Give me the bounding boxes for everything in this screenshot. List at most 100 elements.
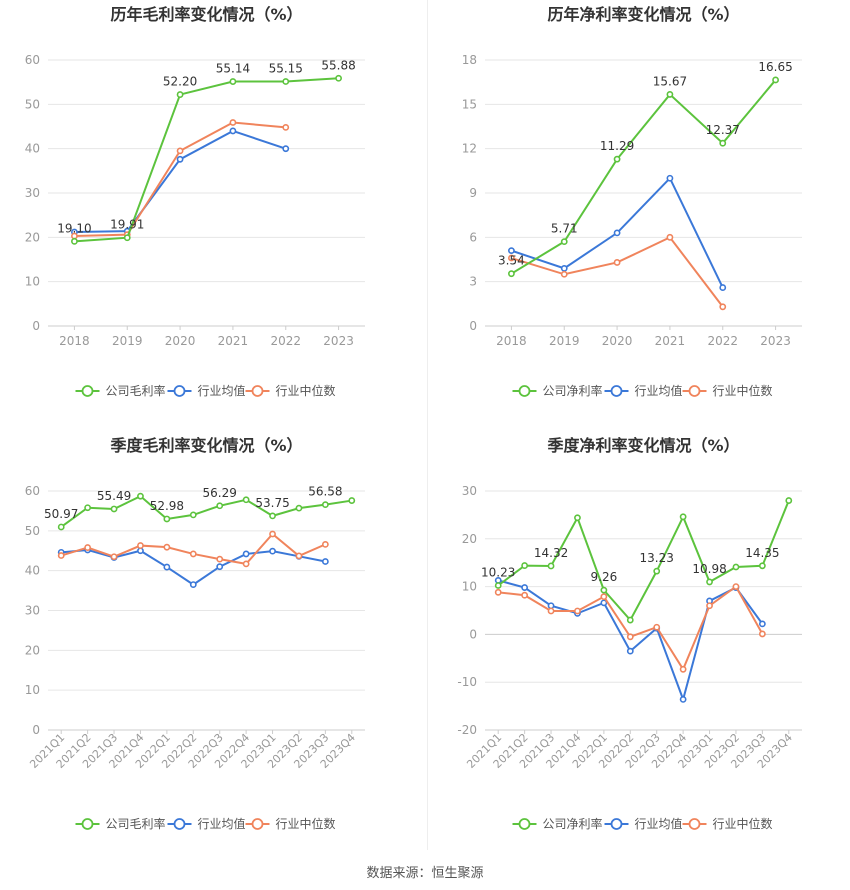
data-point <box>269 530 276 538</box>
data-point <box>137 542 144 549</box>
y-tick-label: -20 <box>457 723 477 737</box>
data-label: 50.97 <box>44 507 78 521</box>
data-point <box>679 665 687 673</box>
data-point <box>229 119 237 126</box>
data-point <box>123 234 131 242</box>
data-point <box>600 599 608 607</box>
data-label: 55.15 <box>269 62 303 76</box>
data-point <box>653 567 661 575</box>
data-point <box>666 174 674 182</box>
data-point <box>706 578 713 586</box>
y-tick-label: 10 <box>25 683 40 697</box>
data-point <box>57 523 65 531</box>
legend-item: 行业均值 <box>167 383 246 398</box>
x-tick-label: 2021 <box>218 334 249 348</box>
series-line <box>60 494 352 528</box>
x-tick-label: 2020 <box>602 334 633 348</box>
data-label: 13.23 <box>640 551 674 565</box>
panel-divider <box>427 0 428 850</box>
series-line <box>74 121 286 238</box>
data-point <box>189 581 197 589</box>
data-point <box>626 633 634 641</box>
y-tick-label: 60 <box>25 484 40 498</box>
data-point <box>163 543 171 551</box>
data-point <box>626 616 634 624</box>
data-point <box>732 563 740 571</box>
legend-item: 公司净利率 <box>512 816 603 831</box>
series-line <box>60 532 326 565</box>
chart-title: 季度毛利率变化情况（%） <box>109 436 302 455</box>
y-tick-label: 3 <box>469 275 477 289</box>
legend-label: 行业中位数 <box>276 816 336 831</box>
legend-marker <box>81 385 94 397</box>
legend-marker <box>688 818 701 830</box>
data-point <box>732 583 740 590</box>
data-label: 56.58 <box>308 485 342 499</box>
data-point <box>163 563 171 571</box>
data-point <box>137 492 144 500</box>
data-point <box>242 550 250 558</box>
data-point <box>189 550 197 558</box>
data-label: 55.14 <box>216 62 250 76</box>
data-label: 19.91 <box>110 218 144 232</box>
data-point <box>560 238 568 246</box>
x-tick-label: 2023 <box>323 334 354 348</box>
legend-item: 公司毛利率 <box>75 383 166 398</box>
data-point <box>772 76 779 84</box>
chart-title: 历年净利率变化情况（%） <box>547 5 739 24</box>
series-line <box>497 500 790 622</box>
x-tick-label: 2019 <box>549 334 580 348</box>
legend-label: 公司毛利率 <box>106 816 166 831</box>
y-tick-label: 30 <box>25 186 40 200</box>
legend-item: 行业均值 <box>167 816 246 831</box>
data-point <box>269 547 276 555</box>
data-point <box>613 259 621 266</box>
data-point <box>785 497 793 504</box>
data-point <box>508 270 515 278</box>
data-point <box>57 552 65 559</box>
data-point <box>321 501 329 509</box>
y-tick-label: 30 <box>25 604 40 618</box>
data-point <box>71 237 78 245</box>
data-point <box>560 264 568 272</box>
data-point <box>613 229 621 237</box>
data-point <box>110 505 118 513</box>
legend-label: 行业中位数 <box>713 383 773 398</box>
data-label: 14.35 <box>745 546 779 560</box>
data-label: 15.67 <box>653 74 687 88</box>
data-point <box>508 254 515 262</box>
data-point <box>282 145 290 153</box>
data-point <box>176 155 184 163</box>
legend-marker <box>518 818 531 830</box>
data-point <box>110 553 118 561</box>
data-point <box>574 514 581 522</box>
data-point <box>758 630 766 638</box>
data-label: 5.71 <box>551 222 578 236</box>
y-tick-label: 18 <box>462 53 477 67</box>
data-point <box>613 155 621 163</box>
legend-item: 公司毛利率 <box>75 816 166 831</box>
y-tick-label: 10 <box>25 275 40 289</box>
y-tick-label: 0 <box>469 627 477 641</box>
data-point <box>547 607 555 615</box>
x-tick-label: 2022 <box>707 334 738 348</box>
chart-title: 历年毛利率变化情况（%） <box>110 5 302 24</box>
data-point <box>348 497 356 504</box>
chart-panel-2: 历年净利率变化情况（%） 0 3 6 9 12 15 18 2018 2019 2020 2021 20… <box>462 5 802 398</box>
data-point <box>282 78 290 85</box>
legend-marker <box>251 818 264 830</box>
legend-item: 行业中位数 <box>682 816 773 831</box>
legend-marker <box>81 818 94 830</box>
data-point <box>666 233 674 241</box>
data-point <box>521 591 529 599</box>
y-tick-label: 12 <box>462 142 477 156</box>
data-point <box>242 560 250 568</box>
data-label: 55.49 <box>97 489 131 503</box>
data-point <box>84 544 92 551</box>
data-point <box>719 284 727 291</box>
data-point <box>574 607 581 615</box>
data-point <box>521 584 529 591</box>
legend-marker <box>688 385 701 397</box>
data-point <box>508 247 515 255</box>
y-tick-label: -10 <box>457 675 477 689</box>
